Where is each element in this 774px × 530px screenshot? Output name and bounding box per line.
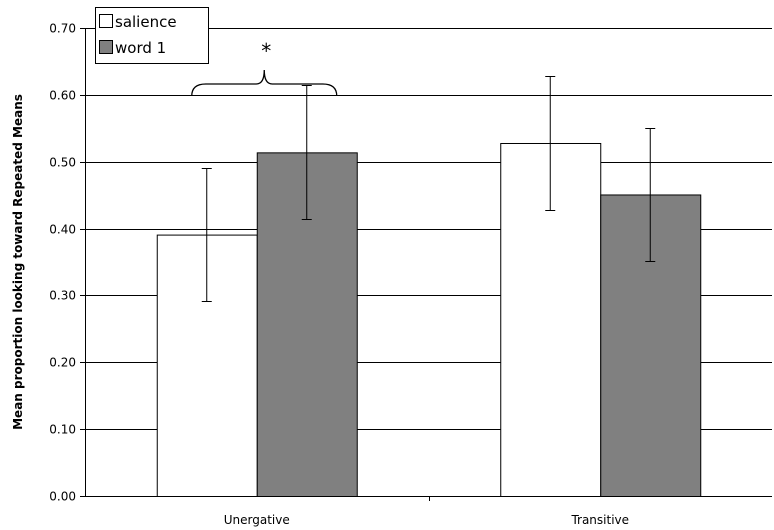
- y-tick-label: 0.60: [49, 89, 76, 103]
- error-bars: [201, 76, 656, 302]
- y-tick-label: 0.00: [49, 490, 76, 504]
- legend-label: word 1: [115, 39, 166, 57]
- y-tick-label: 0.50: [49, 156, 76, 170]
- legend-box: [95, 7, 209, 64]
- y-tick-label: 0.20: [49, 356, 76, 370]
- y-tick-label: 0.30: [49, 289, 76, 303]
- significance-bracket: [191, 69, 338, 97]
- legend: salience word 1: [95, 7, 209, 64]
- y-tick-label: 0.40: [49, 223, 76, 237]
- y-tick-labels: 0.00 0.10 0.20 0.30 0.40 0.50 0.60 0.70: [49, 22, 76, 504]
- bars: [156, 142, 702, 498]
- y-tick-label: 0.70: [49, 22, 76, 36]
- x-category-label: Unergative: [224, 513, 290, 527]
- axes: [85, 28, 772, 501]
- significance-asterisk: *: [261, 39, 271, 63]
- legend-label: salience: [115, 13, 177, 31]
- y-axis-label: Mean proportion looking toward Repeated …: [11, 94, 25, 430]
- legend-swatch: [99, 14, 113, 28]
- y-tick-label: 0.10: [49, 423, 76, 437]
- legend-swatch: [99, 40, 113, 54]
- x-category-labels: Unergative Transitive: [224, 513, 629, 527]
- x-category-label: Transitive: [570, 513, 629, 527]
- significance-annotation: *: [191, 39, 338, 97]
